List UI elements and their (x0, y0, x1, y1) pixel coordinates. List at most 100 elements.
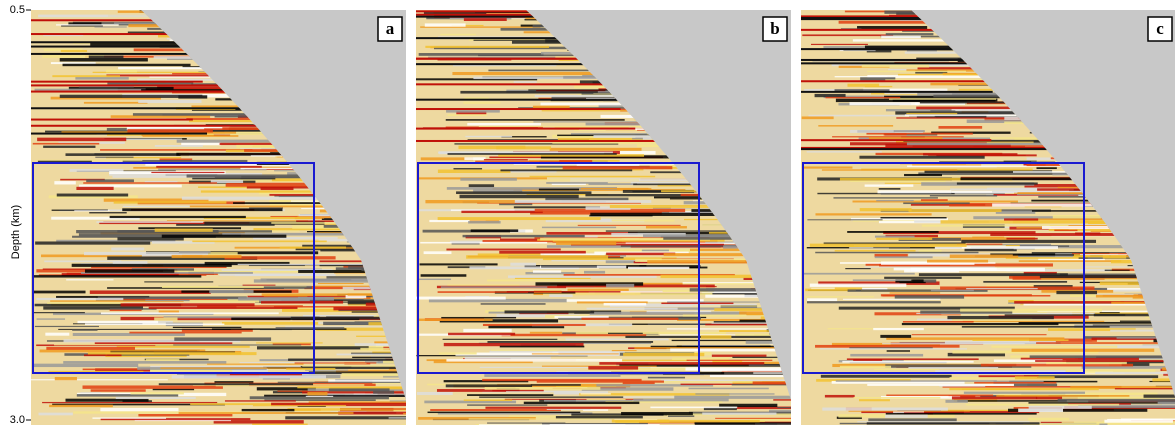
texture (52, 403, 225, 406)
texture (876, 199, 914, 202)
texture (86, 179, 134, 183)
texture (36, 318, 66, 320)
texture (895, 140, 1044, 144)
texture (940, 220, 1115, 224)
texture (928, 237, 1036, 241)
texture (200, 190, 367, 193)
texture (540, 253, 605, 256)
texture (714, 308, 791, 312)
axis-label: Depth (km) (10, 205, 22, 259)
texture (273, 306, 385, 308)
texture (159, 158, 193, 162)
texture (533, 121, 706, 123)
texture (479, 366, 652, 369)
texture (61, 131, 237, 134)
highlight-box (32, 162, 315, 374)
panel-label: a (386, 19, 395, 38)
texture (483, 159, 528, 161)
reflector (801, 62, 1065, 65)
texture (80, 271, 253, 274)
texture (463, 328, 512, 333)
texture (644, 307, 766, 310)
reflector (416, 63, 676, 66)
texture (555, 415, 643, 419)
texture (100, 407, 179, 412)
texture (810, 43, 868, 46)
texture (336, 353, 406, 356)
texture (859, 155, 985, 159)
texture (972, 236, 1005, 239)
reflector (801, 48, 1059, 51)
texture (181, 142, 222, 146)
reflector (416, 127, 636, 130)
texture (513, 206, 601, 209)
texture (1005, 256, 1088, 259)
texture (468, 184, 495, 188)
texture (445, 126, 543, 128)
reflector (801, 139, 992, 142)
texture (174, 337, 272, 341)
texture (594, 251, 689, 254)
texture (701, 368, 791, 372)
texture (154, 317, 178, 321)
texture (482, 239, 622, 243)
texture (33, 290, 86, 294)
texture (506, 291, 621, 293)
texture (207, 363, 304, 365)
texture (542, 422, 648, 425)
texture (1054, 229, 1078, 232)
texture (258, 191, 311, 195)
texture (894, 295, 965, 299)
panel-label-box (377, 16, 403, 42)
texture (605, 401, 723, 403)
texture (951, 317, 1033, 321)
texture (78, 233, 241, 237)
texture (216, 178, 317, 182)
texture (242, 284, 276, 286)
texture (464, 157, 486, 161)
texture (915, 102, 966, 105)
texture (504, 398, 644, 400)
texture (467, 394, 554, 396)
reflector (31, 33, 274, 36)
texture (54, 376, 77, 381)
texture (203, 216, 314, 220)
y-tick-label: 3.0 (10, 414, 25, 426)
reflector (801, 17, 961, 20)
texture (889, 292, 941, 294)
texture (1143, 394, 1175, 398)
texture (607, 332, 643, 334)
texture (1114, 388, 1175, 390)
texture (469, 266, 579, 270)
texture (581, 317, 679, 320)
texture (107, 134, 214, 136)
texture (107, 81, 194, 85)
texture (1070, 385, 1175, 389)
texture (32, 363, 139, 368)
texture (443, 342, 584, 347)
texture (141, 253, 182, 257)
reflector (801, 58, 996, 61)
texture (1040, 421, 1074, 424)
texture (682, 314, 747, 317)
texture (546, 231, 638, 235)
texture (966, 288, 1038, 290)
texture (84, 323, 225, 326)
texture (473, 189, 523, 193)
texture (485, 406, 622, 409)
texture (87, 352, 257, 356)
texture (847, 231, 939, 233)
texture (1110, 329, 1175, 332)
texture (818, 125, 894, 127)
texture (74, 210, 110, 212)
texture (461, 210, 543, 214)
texture (884, 276, 962, 279)
texture (549, 294, 573, 298)
texture (72, 235, 216, 238)
texture (487, 279, 580, 282)
texture (253, 230, 300, 232)
texture (895, 279, 924, 283)
reflector (801, 28, 990, 31)
texture (1072, 312, 1154, 315)
texture (152, 388, 195, 391)
